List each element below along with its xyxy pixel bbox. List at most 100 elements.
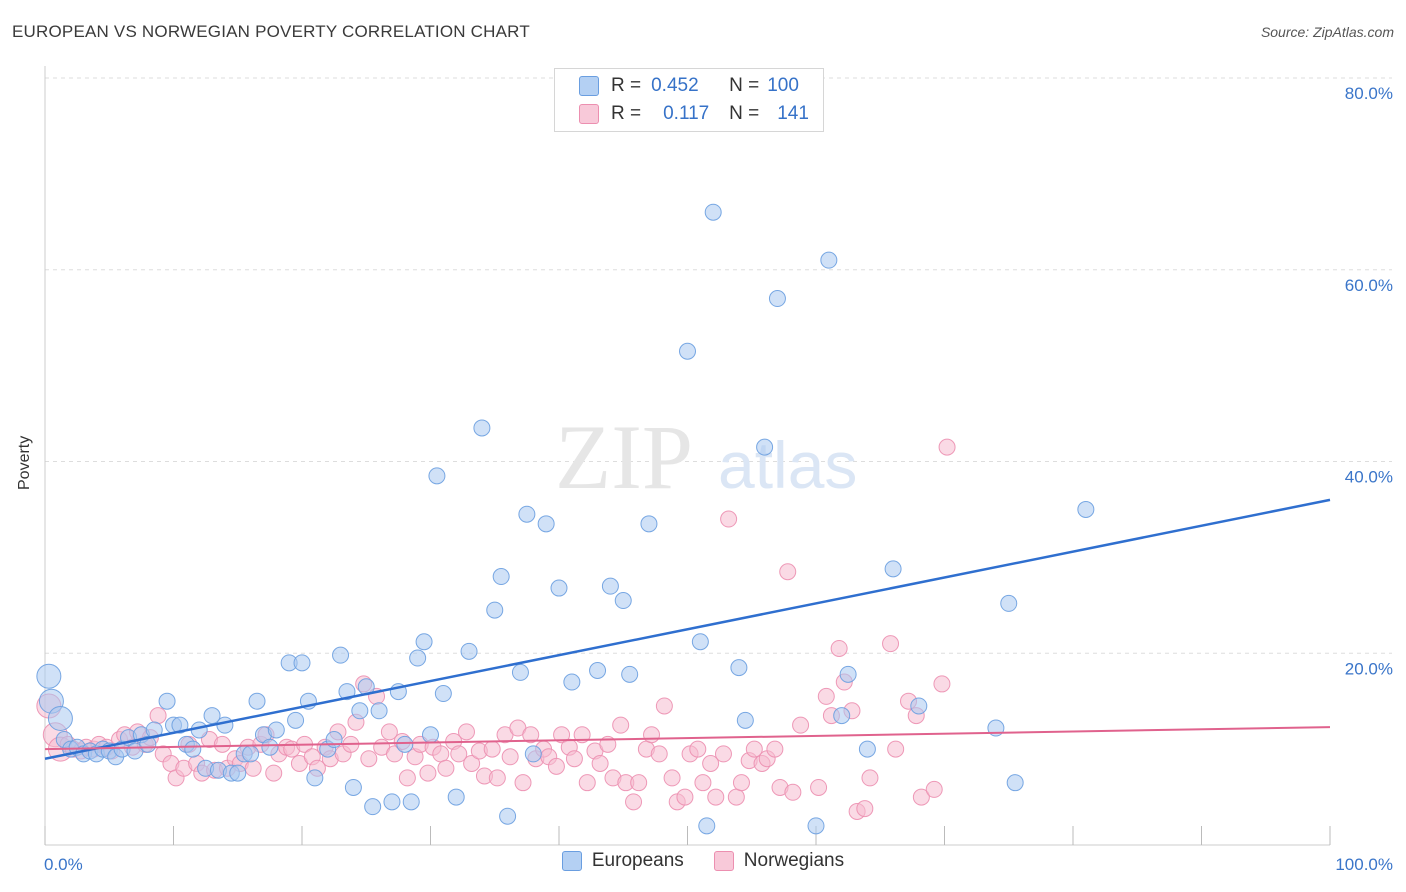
norwegians-point [578, 774, 596, 792]
europeans-swatch [561, 851, 582, 871]
europeans-point [518, 505, 536, 523]
europeans-point [698, 817, 716, 835]
europeans-point [730, 659, 748, 677]
europeans-point [550, 579, 568, 597]
norwegians-point [488, 769, 506, 787]
norwegians-point [360, 750, 378, 768]
norwegians-point [912, 788, 930, 806]
norwegians-point [437, 759, 455, 777]
europeans-point [679, 342, 696, 360]
europeans-point [158, 692, 176, 710]
norwegians-point [483, 740, 501, 758]
norwegians-point [573, 726, 591, 744]
europeans-point [402, 793, 420, 811]
europeans-point [691, 633, 709, 651]
x-tick-label: 0.0% [44, 855, 83, 874]
norwegians-point [676, 788, 694, 806]
europeans-point [511, 663, 529, 681]
europeans-point [736, 711, 754, 729]
europeans-point [47, 705, 73, 731]
europeans-point [383, 793, 401, 811]
norwegians-point [625, 793, 643, 811]
norwegians-point [817, 687, 835, 705]
europeans-point [396, 735, 414, 753]
gridlines [45, 77, 1392, 654]
europeans-point [306, 769, 324, 787]
europeans-point [1000, 594, 1018, 612]
norwegians-point [514, 774, 532, 792]
legend-r-value: 0.117 [663, 103, 710, 124]
europeans-point [434, 685, 452, 703]
legend-row-norwegians: R = 0.117 N = 141 [579, 101, 809, 127]
norwegians-point [766, 740, 784, 758]
norwegians-point [450, 745, 468, 763]
legend-r-label: R = [611, 75, 642, 96]
tick-labels: 20.0% 40.0% 60.0% 80.0% 0.0% 100.0% [44, 84, 1393, 874]
y-tick-label: 40.0% [1345, 468, 1393, 487]
legend-n-value: 141 [777, 103, 809, 124]
europeans-point [447, 788, 465, 806]
europeans-point [589, 662, 607, 680]
norwegians-point [265, 764, 283, 782]
norwegians-point [707, 788, 725, 806]
norwegians-point [694, 774, 712, 792]
source-label: Source: ZipAtlas.com [1260, 24, 1394, 40]
norwegians-point [522, 726, 540, 744]
norwegians-point [650, 745, 668, 763]
norwegians-point [779, 563, 797, 581]
legend-r-value: 0.452 [651, 75, 699, 96]
series-legend: Europeans Norwegians [0, 850, 1406, 872]
legend-n-value: 100 [767, 75, 799, 96]
europeans-point [614, 592, 632, 610]
europeans-point [184, 740, 202, 758]
watermark-zip: ZIP [555, 406, 693, 508]
europeans-point [287, 711, 305, 729]
europeans-point [332, 646, 350, 664]
europeans-point [293, 654, 311, 672]
europeans-point [409, 649, 427, 667]
norwegians-point [663, 769, 681, 787]
europeans-point [370, 702, 388, 720]
norwegians-point [463, 755, 481, 773]
europeans-point [460, 642, 478, 660]
norwegians-point [784, 783, 802, 801]
norwegians-point [727, 788, 745, 806]
norwegians-point [720, 510, 738, 528]
norwegians-point [380, 723, 398, 741]
europeans-point [486, 601, 504, 619]
norwegians-point [591, 755, 609, 773]
europeans-point [171, 716, 189, 734]
europeans-point [820, 251, 838, 269]
europeans-point [640, 515, 658, 533]
europeans-point [910, 697, 928, 715]
europeans-point [364, 798, 382, 816]
y-tick-label: 20.0% [1345, 659, 1393, 678]
europeans-point [261, 738, 279, 756]
europeans-point [242, 745, 260, 763]
europeans-point [216, 716, 234, 734]
legend-item-norwegians[interactable]: Norwegians [713, 850, 845, 872]
norwegians-point [149, 707, 167, 725]
norwegians-point [887, 740, 905, 758]
europeans-point [36, 663, 62, 689]
chart-title: EUROPEAN VS NORWEGIAN POVERTY CORRELATIO… [12, 22, 530, 41]
legend-n-label: N = [729, 103, 760, 124]
legend-n-label: N = [729, 75, 760, 96]
norwegians-swatch [713, 851, 734, 871]
europeans-point [1006, 774, 1024, 792]
europeans-point [422, 726, 439, 744]
norwegians-point [882, 635, 900, 653]
europeans-point [807, 817, 825, 835]
norwegians-point [547, 757, 565, 775]
norwegians-swatch [579, 104, 599, 124]
europeans-point [267, 721, 285, 739]
watermark-atlas: atlas [718, 428, 857, 502]
y-axis-label: Poverty [16, 435, 33, 490]
norwegians-point [432, 745, 450, 763]
norwegians-point [630, 774, 648, 792]
europeans-point [229, 764, 247, 782]
legend-label-norwegians: Norwegians [743, 850, 845, 871]
legend-item-europeans[interactable]: Europeans [561, 850, 684, 872]
europeans-trend-line [44, 498, 1331, 760]
europeans-point [884, 560, 902, 578]
